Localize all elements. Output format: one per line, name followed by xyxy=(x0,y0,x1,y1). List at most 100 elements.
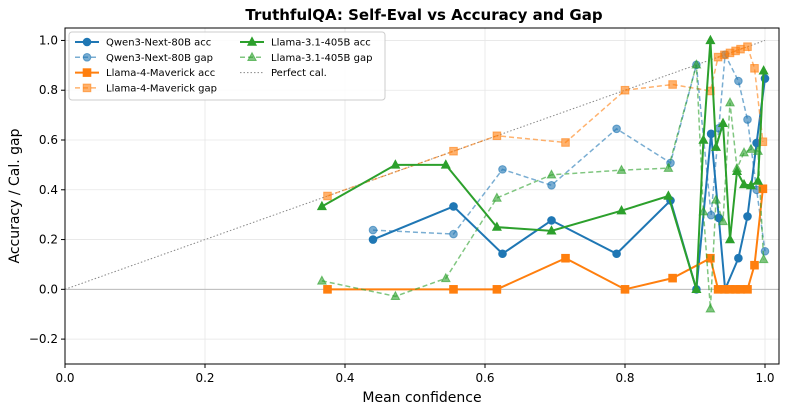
llama-3-1-405b-acc-point xyxy=(546,225,557,235)
y-tick-label: −0.2 xyxy=(29,332,58,346)
llama-3-1-405b-gap-point xyxy=(752,145,764,155)
llama-3-1-405b-gap-point xyxy=(491,192,502,202)
legend-swatch-marker xyxy=(246,36,258,46)
legend-swatch-marker xyxy=(82,83,92,93)
legend-swatch-marker xyxy=(82,37,92,47)
llama-4-maverick-gap-point xyxy=(449,146,458,156)
y-tick-label: 0.0 xyxy=(39,282,58,296)
legend-entry: Perfect cal. xyxy=(240,68,327,79)
chart-title: TruthfulQA: Self-Eval vs Accuracy and Ga… xyxy=(245,6,602,24)
legend-entry: Llama-4-Maverick gap xyxy=(75,83,217,94)
legend-box xyxy=(68,31,386,101)
qwen3-next-80b-acc-point xyxy=(706,129,716,139)
legend-entry: Llama-3.1-405B gap xyxy=(240,51,372,64)
llama-3-1-405b-gap-point xyxy=(745,143,757,153)
llama-4-maverick-acc-point xyxy=(620,285,630,294)
llama-3-1-405b-acc-series xyxy=(316,34,769,294)
y-tick-label: 0.2 xyxy=(39,233,58,247)
axis-ticks: 0.0 0.2 0.4 0.6 0.8 1.0 −0.2 0.0 0.2 0.4 0.6 0.8 1.0 xyxy=(29,33,775,385)
legend-label: Llama-4-Maverick acc xyxy=(106,68,215,79)
y-tick-label: 0.6 xyxy=(39,133,58,147)
legend-label: Llama-4-Maverick gap xyxy=(106,83,217,94)
qwen3-next-80b-gap-point xyxy=(449,229,458,239)
legend-swatch-marker xyxy=(82,53,92,62)
x-tick-label: 0.8 xyxy=(615,371,634,385)
llama-4-maverick-gap-point xyxy=(492,131,502,141)
qwen3-next-80b-gap-point xyxy=(760,246,770,256)
qwen3-next-80b-acc-point xyxy=(743,212,752,221)
llama-3-1-405b-acc-point xyxy=(738,178,750,189)
legend-label: Qwen3-Next-80B acc xyxy=(106,38,211,49)
llama-4-maverick-acc-point xyxy=(750,260,759,270)
llama-4-maverick-acc-point xyxy=(743,285,752,294)
qwen3-next-80b-gap-line xyxy=(372,51,766,252)
qwen3-next-80b-acc-point xyxy=(734,253,743,263)
llama-4-maverick-gap-series xyxy=(323,42,768,201)
llama-3-1-405b-acc-point xyxy=(724,233,736,244)
llama-4-maverick-acc-point xyxy=(561,253,570,263)
llama-3-1-405b-gap-point xyxy=(758,253,769,264)
llama-3-1-405b-acc-point xyxy=(705,34,716,45)
qwen3-next-80b-gap-point xyxy=(706,210,716,220)
legend-entry: Llama-3.1-405B acc xyxy=(240,36,371,49)
llama-3-1-405b-gap-point xyxy=(691,59,702,69)
qwen3-next-80b-gap-point xyxy=(734,76,743,86)
y-tick-label: 0.4 xyxy=(39,183,58,197)
qwen3-next-80b-gap-point xyxy=(547,180,556,190)
x-tick-label: 1.0 xyxy=(755,371,774,385)
llama-3-1-405b-acc-point xyxy=(745,179,757,190)
llama-3-1-405b-acc-point xyxy=(710,141,722,151)
legend-swatch-marker xyxy=(246,51,258,61)
llama-4-maverick-gap-line xyxy=(327,45,764,197)
llama-3-1-405b-acc-point xyxy=(691,283,702,294)
llama-3-1-405b-acc-point xyxy=(316,200,327,211)
llama-3-1-405b-gap-point xyxy=(705,303,716,313)
llama-3-1-405b-acc-point xyxy=(616,205,627,215)
qwen3-next-80b-acc-point xyxy=(547,216,556,225)
y-tick-label: 0.8 xyxy=(39,83,58,97)
llama-4-maverick-acc-point xyxy=(492,285,502,294)
llama-4-maverick-acc-point xyxy=(736,285,745,294)
qwen3-next-80b-acc-point xyxy=(498,249,507,259)
llama-3-1-405b-acc-point xyxy=(491,221,502,231)
llama-4-maverick-gap-point xyxy=(743,42,752,51)
llama-3-1-405b-gap-point xyxy=(717,215,729,226)
llama-4-maverick-acc-point xyxy=(668,273,677,283)
qwen3-next-80b-gap-point xyxy=(743,115,752,124)
y-axis-label: Accuracy / Cal. gap xyxy=(7,128,23,263)
llama-4-maverick-acc-point xyxy=(323,285,332,294)
y-tick-label: 1.0 xyxy=(39,33,58,47)
plot-frame xyxy=(64,27,780,365)
llama-3-1-405b-gap-point xyxy=(616,164,627,174)
llama-3-1-405b-gap-point xyxy=(738,147,750,157)
legend-label: Perfect cal. xyxy=(271,68,327,79)
qwen3-next-80b-acc-point xyxy=(612,249,621,259)
legend-label: Qwen3-Next-80B gap xyxy=(106,53,213,64)
legend-label: Llama-3.1-405B gap xyxy=(271,53,372,64)
llama-3-1-405b-acc-point xyxy=(390,159,401,169)
x-tick-label: 0.4 xyxy=(335,371,354,385)
llama-3-1-405b-gap-point xyxy=(698,206,709,216)
llama-3-1-405b-gap-point xyxy=(724,97,736,107)
llama-4-maverick-acc-point xyxy=(449,285,458,294)
llama-3-1-405b-gap-point xyxy=(710,194,722,204)
llama-3-1-405b-acc-point xyxy=(717,117,729,128)
llama-3-1-405b-gap-point xyxy=(316,275,327,285)
llama-3-1-405b-acc-point xyxy=(758,65,769,75)
x-tick-label: 0.6 xyxy=(475,371,494,385)
legend-entry: Qwen3-Next-80B acc xyxy=(75,38,211,49)
llama-4-maverick-gap-point xyxy=(736,44,745,54)
x-tick-label: 0.2 xyxy=(195,371,214,385)
llama-4-maverick-acc-point xyxy=(758,184,768,194)
llama-3-1-405b-gap-series xyxy=(316,59,769,313)
qwen3-next-80b-gap-point xyxy=(612,124,621,134)
llama-3-1-405b-acc-point xyxy=(663,190,674,200)
llama-4-maverick-gap-point xyxy=(323,191,332,201)
legend-label: Llama-3.1-405B acc xyxy=(271,38,371,49)
llama-3-1-405b-gap-point xyxy=(663,162,674,172)
x-axis-label: Mean confidence xyxy=(362,390,481,406)
llama-4-maverick-gap-point xyxy=(750,64,759,73)
llama-4-maverick-gap-point xyxy=(561,138,570,147)
llama-3-1-405b-gap-point xyxy=(546,169,557,179)
